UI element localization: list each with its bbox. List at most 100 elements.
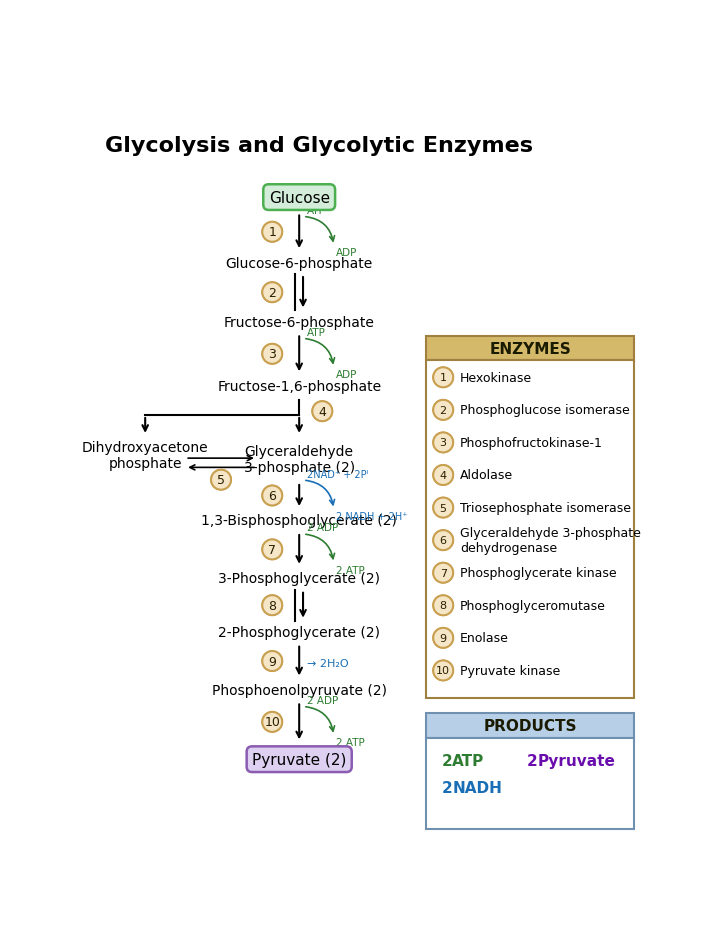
- Text: Phosphofructokinase-1: Phosphofructokinase-1: [460, 436, 603, 449]
- Circle shape: [262, 486, 282, 506]
- Text: 2 ADP: 2 ADP: [307, 695, 338, 705]
- Text: 5: 5: [440, 503, 447, 513]
- Text: Fructose-6-phosphate: Fructose-6-phosphate: [224, 315, 374, 329]
- Circle shape: [433, 368, 453, 388]
- Text: Aldolase: Aldolase: [460, 469, 513, 482]
- FancyBboxPatch shape: [426, 714, 634, 738]
- Circle shape: [261, 539, 283, 561]
- Circle shape: [262, 345, 282, 364]
- Text: 6: 6: [268, 489, 276, 502]
- Circle shape: [433, 564, 453, 583]
- Circle shape: [211, 470, 231, 490]
- FancyBboxPatch shape: [426, 738, 634, 829]
- Circle shape: [432, 628, 454, 649]
- Circle shape: [433, 628, 453, 649]
- Text: Triosephosphate isomerase: Triosephosphate isomerase: [460, 501, 631, 514]
- Text: 2: 2: [442, 781, 453, 796]
- Text: NADH: NADH: [453, 781, 503, 796]
- Text: Hexokinase: Hexokinase: [460, 371, 532, 384]
- Text: Pyruvate (2): Pyruvate (2): [252, 752, 347, 767]
- Text: Pyruvate kinase: Pyruvate kinase: [460, 665, 561, 677]
- Circle shape: [432, 497, 454, 519]
- Circle shape: [433, 433, 453, 453]
- Text: 10: 10: [264, 716, 280, 729]
- Circle shape: [433, 531, 453, 550]
- Text: 8: 8: [268, 599, 276, 612]
- Circle shape: [261, 344, 283, 365]
- Circle shape: [433, 400, 453, 420]
- Circle shape: [432, 464, 454, 486]
- Text: 9: 9: [268, 655, 276, 667]
- Circle shape: [261, 282, 283, 304]
- Text: PRODUCTS: PRODUCTS: [483, 718, 577, 733]
- Text: 3: 3: [440, 438, 447, 448]
- Text: 1: 1: [440, 373, 447, 383]
- Circle shape: [433, 465, 453, 485]
- Text: 8: 8: [440, 600, 447, 611]
- Text: 2 ATP: 2 ATP: [336, 565, 365, 575]
- Circle shape: [432, 563, 454, 584]
- Text: 3-Phosphoglycerate (2): 3-Phosphoglycerate (2): [218, 572, 380, 585]
- Circle shape: [262, 651, 282, 671]
- Circle shape: [311, 401, 333, 423]
- Text: 7: 7: [440, 568, 447, 578]
- Text: 1,3-Bisphosphoglycerate (2): 1,3-Bisphosphoglycerate (2): [201, 514, 397, 528]
- Text: Glucose: Glucose: [268, 191, 330, 206]
- Circle shape: [261, 650, 283, 672]
- Text: Phosphoglucose isomerase: Phosphoglucose isomerase: [460, 404, 630, 417]
- Text: 2 NADH + 2H⁺: 2 NADH + 2H⁺: [336, 512, 407, 521]
- Text: Pyruvate: Pyruvate: [538, 753, 616, 768]
- Circle shape: [261, 485, 283, 507]
- Text: 2NAD⁺ + 2Pᴵ: 2NAD⁺ + 2Pᴵ: [307, 469, 368, 479]
- Text: 2: 2: [526, 753, 537, 768]
- Text: Phosphoglycerate kinase: Phosphoglycerate kinase: [460, 566, 616, 580]
- Text: Phosphoglyceromutase: Phosphoglyceromutase: [460, 599, 606, 612]
- Circle shape: [432, 432, 454, 454]
- FancyBboxPatch shape: [426, 336, 634, 361]
- FancyBboxPatch shape: [426, 361, 634, 698]
- Circle shape: [433, 498, 453, 518]
- Text: 2: 2: [440, 405, 447, 415]
- Circle shape: [262, 596, 282, 615]
- Circle shape: [262, 712, 282, 733]
- Circle shape: [261, 712, 283, 733]
- Text: Enolase: Enolase: [460, 632, 509, 645]
- Text: 2: 2: [442, 753, 453, 768]
- Circle shape: [262, 540, 282, 560]
- Text: 7: 7: [268, 544, 276, 556]
- Circle shape: [432, 660, 454, 682]
- Text: Glyceraldehyde 3-phosphate
dehydrogenase: Glyceraldehyde 3-phosphate dehydrogenase: [460, 527, 641, 554]
- Circle shape: [211, 469, 232, 491]
- Text: Glycolysis and Glycolytic Enzymes: Glycolysis and Glycolytic Enzymes: [105, 136, 533, 157]
- Text: ENZYMES: ENZYMES: [489, 341, 571, 356]
- Circle shape: [261, 595, 283, 616]
- Circle shape: [432, 530, 454, 551]
- Circle shape: [432, 595, 454, 616]
- Circle shape: [312, 402, 332, 422]
- Text: ATP: ATP: [453, 753, 485, 768]
- Text: Dihydroxyacetone
phosphate: Dihydroxyacetone phosphate: [82, 441, 208, 471]
- Circle shape: [432, 367, 454, 389]
- Circle shape: [261, 222, 283, 244]
- Text: 6: 6: [440, 535, 447, 546]
- Text: ADP: ADP: [336, 248, 357, 258]
- Text: ATP: ATP: [307, 206, 326, 215]
- Text: Fructose-1,6-phosphate: Fructose-1,6-phosphate: [217, 379, 381, 394]
- Text: 4: 4: [319, 405, 326, 418]
- Text: 2 ATP: 2 ATP: [336, 737, 365, 748]
- Text: 1: 1: [268, 226, 276, 239]
- Text: ATP: ATP: [307, 328, 326, 338]
- Text: 2 ADP: 2 ADP: [307, 523, 338, 532]
- Text: ADP: ADP: [336, 370, 357, 379]
- Text: Phosphoenolpyruvate (2): Phosphoenolpyruvate (2): [212, 683, 387, 698]
- Text: Glyceraldehyde
3-phosphate (2): Glyceraldehyde 3-phosphate (2): [243, 445, 354, 475]
- Text: 5: 5: [217, 474, 225, 487]
- Circle shape: [433, 661, 453, 681]
- Circle shape: [262, 283, 282, 303]
- Text: 3: 3: [268, 348, 276, 361]
- Text: → 2H₂O: → 2H₂O: [307, 659, 349, 668]
- Text: 9: 9: [440, 633, 447, 643]
- Text: 4: 4: [440, 470, 447, 480]
- Text: 10: 10: [436, 666, 450, 676]
- Text: 2: 2: [268, 286, 276, 299]
